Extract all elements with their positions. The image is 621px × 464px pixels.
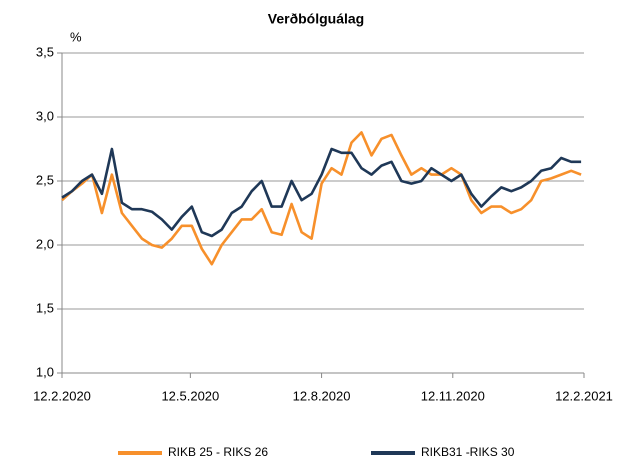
y-tick-label: 1,0 (36, 364, 54, 379)
x-tick-label: 12.11.2020 (421, 388, 485, 403)
x-tick-label: 12.5.2020 (161, 388, 219, 403)
legend-label: RIKB 25 - RIKS 26 (168, 445, 268, 459)
x-tick-label: 12.2.2020 (33, 388, 91, 403)
y-tick-label: 3,0 (36, 108, 54, 123)
legend-label: RIKB31 -RIKS 30 (421, 445, 515, 459)
x-tick-label: 12.8.2020 (293, 388, 351, 403)
y-tick-label: 1,5 (36, 300, 54, 315)
y-axis-label: % (70, 29, 82, 44)
series-line (61, 131, 582, 266)
chart-title: Verðbólguálag (268, 11, 364, 27)
y-tick-label: 2,5 (36, 172, 54, 187)
y-tick-label: 2,0 (36, 236, 54, 251)
series-line (61, 147, 582, 238)
y-tick-label: 3,5 (36, 44, 54, 59)
x-tick-label: 12.2.2021 (555, 388, 613, 403)
